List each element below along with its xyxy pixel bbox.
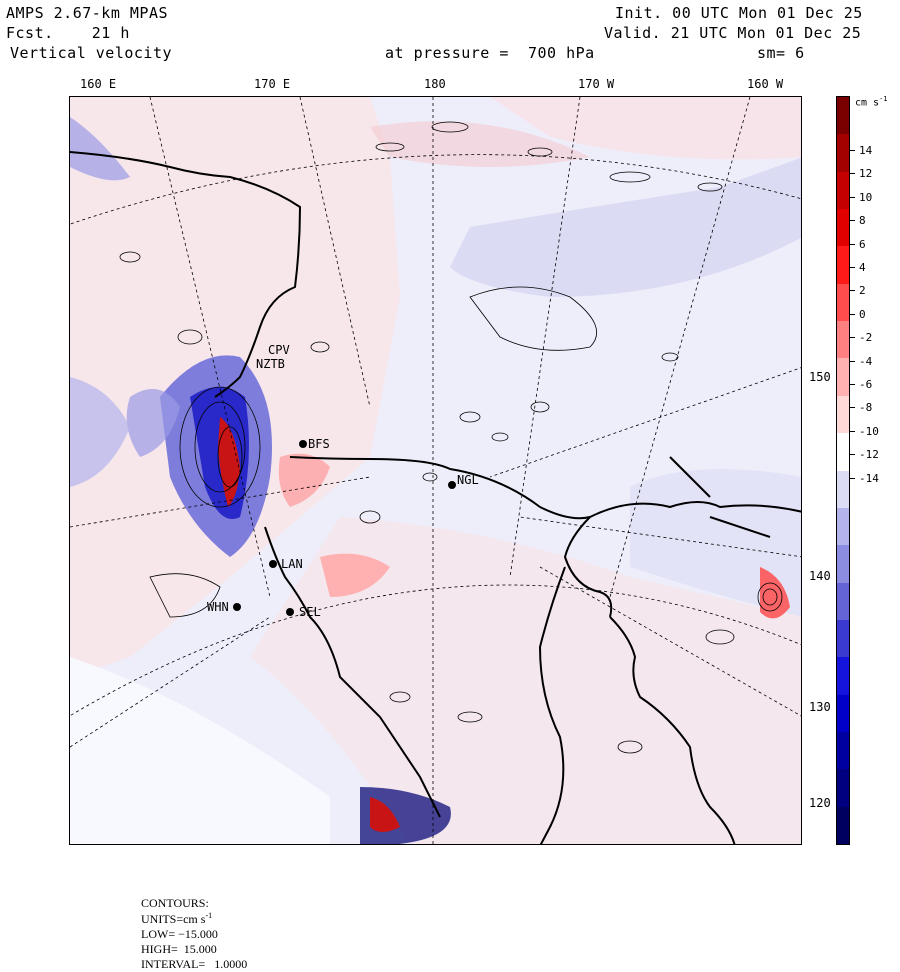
contours-units: UNITS=cm s-1 xyxy=(141,911,213,926)
station-cpv: CPV xyxy=(268,343,290,357)
colorbar-segment xyxy=(837,769,849,808)
colorbar-tick-label: -14 xyxy=(859,471,879,485)
model-title: AMPS 2.67-km MPAS xyxy=(6,4,169,22)
colorbar-segment xyxy=(837,806,849,845)
colorbar-tick-label: 0 xyxy=(859,307,866,321)
colorbar-tick-label: -12 xyxy=(859,448,879,462)
colorbar-segment xyxy=(837,246,849,285)
colorbar-segment xyxy=(837,97,849,135)
colorbar-tick-mark xyxy=(850,360,855,362)
colorbar-segment xyxy=(837,619,849,658)
colorbar-tick-mark xyxy=(850,454,855,456)
lon-label-160w: 160 W xyxy=(747,77,784,91)
colorbar-segment xyxy=(837,395,849,434)
colorbar-tick-mark xyxy=(850,196,855,198)
contours-interval: INTERVAL= 1.0000 xyxy=(141,957,248,971)
lon-label-160e: 160 E xyxy=(80,77,117,91)
init-time: Init. 00 UTC Mon 01 Dec 25 xyxy=(615,4,863,22)
colorbar-tick-label: 6 xyxy=(859,237,866,251)
colorbar-tick-mark xyxy=(850,430,855,432)
station-ngl: NGL xyxy=(457,473,479,487)
colorbar xyxy=(836,96,850,845)
colorbar-tick-label: 12 xyxy=(859,167,873,181)
station-nztb: NZTB xyxy=(256,357,285,371)
colorbar-segment xyxy=(837,731,849,770)
colorbar-tick-mark xyxy=(850,290,855,292)
colorbar-tick-mark xyxy=(850,150,855,151)
valid-time: Valid. 21 UTC Mon 01 Dec 25 xyxy=(604,24,862,42)
colorbar-tick-label: -10 xyxy=(859,424,879,438)
pressure-level: at pressure = 700 hPa xyxy=(385,44,595,62)
colorbar-segment xyxy=(837,507,849,546)
lon-label-170w: 170 W xyxy=(578,77,615,91)
colorbar-tick-label: -2 xyxy=(859,331,873,345)
smoothing-value: sm= 6 xyxy=(757,44,805,62)
lon-label-180: 180 xyxy=(424,77,446,91)
field-name: Vertical velocity xyxy=(10,44,173,62)
colorbar-tick-mark xyxy=(850,173,855,175)
colorbar-tick-mark xyxy=(850,267,855,268)
station-whn: WHN xyxy=(207,600,229,614)
colorbar-tick-mark xyxy=(850,384,855,385)
colorbar-segment xyxy=(837,171,849,210)
colorbar-tick-label: 10 xyxy=(859,190,873,204)
colorbar-segment xyxy=(837,134,849,173)
colorbar-segment xyxy=(837,321,849,359)
map-panel xyxy=(69,96,802,845)
colorbar-segment xyxy=(837,358,849,397)
colorbar-segment xyxy=(837,694,849,733)
colorbar-tick-mark xyxy=(850,407,855,409)
colorbar-tick-mark xyxy=(850,313,855,315)
lon-label-170e: 170 E xyxy=(254,77,291,91)
map-canvas xyxy=(70,97,801,844)
colorbar-unit: cm s-1 xyxy=(855,95,888,109)
station-sel: SEL xyxy=(299,605,321,619)
colorbar-tick-label: -6 xyxy=(859,378,873,391)
colorbar-tick-label: 4 xyxy=(859,261,866,274)
colorbar-segment xyxy=(837,433,849,471)
colorbar-segment xyxy=(837,470,849,509)
colorbar-tick-mark xyxy=(850,243,855,245)
colorbar-tick-label: -4 xyxy=(859,354,873,368)
colorbar-segment xyxy=(837,283,849,322)
colorbar-tick-label: 8 xyxy=(859,214,866,228)
contour-info: CONTOURS: UNITS=cm s-1 LOW= −15.000 HIGH… xyxy=(135,881,247,972)
colorbar-tick-mark xyxy=(850,477,855,479)
forecast-hour: Fcst. 21 h xyxy=(6,24,130,42)
colorbar-tick-label: 2 xyxy=(859,284,866,298)
contours-high: HIGH= 15.000 xyxy=(141,942,217,956)
colorbar-segment xyxy=(837,209,849,247)
colorbar-segment xyxy=(837,582,849,621)
colorbar-segment xyxy=(837,657,849,696)
contours-label: CONTOURS: xyxy=(141,896,209,910)
station-lan: LAN xyxy=(281,557,303,571)
station-bfs: BFS xyxy=(308,437,330,451)
contours-low: LOW= −15.000 xyxy=(141,927,218,941)
colorbar-tick-label: 14 xyxy=(859,144,873,157)
colorbar-tick-mark xyxy=(850,337,855,339)
colorbar-segment xyxy=(837,545,849,584)
colorbar-tick-mark xyxy=(850,220,855,222)
colorbar-tick-label: -8 xyxy=(859,401,873,415)
